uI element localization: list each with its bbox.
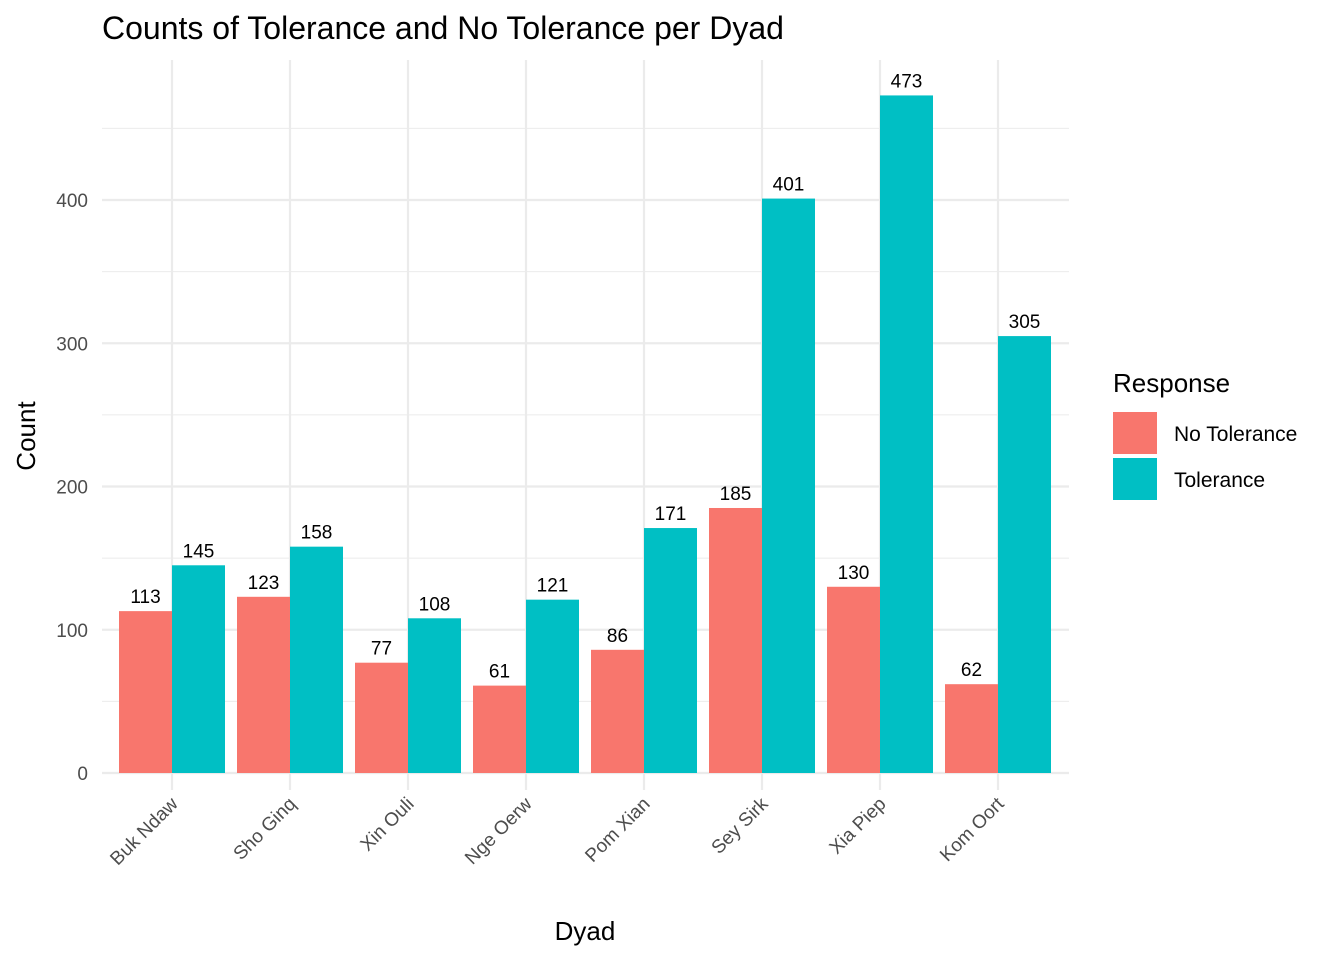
bar [355, 662, 408, 773]
y-tick-label: 200 [56, 478, 88, 499]
bar [827, 586, 880, 773]
data-label: 401 [773, 175, 805, 196]
bar [644, 528, 697, 773]
x-axis-title: Dyad [555, 916, 616, 946]
bar [237, 596, 290, 773]
y-tick-label: 0 [77, 764, 88, 785]
data-label: 123 [248, 573, 280, 594]
data-label: 145 [183, 541, 215, 562]
data-label: 130 [838, 563, 870, 584]
data-label: 473 [891, 71, 923, 92]
x-tick-label: Kom Oort [936, 793, 1009, 866]
data-label: 305 [1009, 312, 1041, 333]
data-label: 77 [371, 639, 392, 660]
bar [408, 618, 461, 773]
bar [880, 95, 933, 774]
bar [290, 546, 343, 773]
chart-title: Counts of Tolerance and No Tolerance per… [102, 10, 784, 46]
data-label: 121 [537, 576, 569, 597]
x-tick-label: Xin Ouli [357, 794, 419, 856]
legend: Response No Tolerance Tolerance [1113, 368, 1297, 500]
data-label: 171 [655, 504, 687, 525]
x-tick-label: Pom Xian [581, 794, 654, 867]
bar [172, 565, 225, 773]
legend-label: No Tolerance [1174, 423, 1297, 446]
x-tick-label: Sey Sirk [708, 793, 773, 858]
bars [119, 95, 1051, 774]
y-axis-title: Count [11, 401, 41, 471]
y-tick-label: 100 [56, 621, 88, 642]
legend-title: Response [1113, 368, 1230, 398]
bar [119, 611, 172, 773]
legend-key [1113, 412, 1157, 454]
data-label: 61 [489, 662, 510, 683]
y-tick-label: 300 [56, 334, 88, 355]
bar [945, 684, 998, 773]
x-axis: Buk Ndaw Sho Ginq Xin Ouli Nge Oerw Pom Xian… [106, 793, 1009, 870]
bar [762, 198, 815, 773]
y-tick-label: 400 [56, 191, 88, 212]
bar [709, 507, 762, 773]
data-label: 86 [607, 626, 628, 647]
x-tick-label: Sho Ginq [230, 794, 301, 865]
x-tick-label: Buk Ndaw [106, 793, 182, 869]
legend-label: Tolerance [1174, 469, 1265, 492]
data-label: 113 [130, 587, 160, 608]
bar [526, 599, 579, 773]
data-label: 62 [961, 660, 982, 681]
data-label: 158 [301, 523, 333, 544]
bar [591, 649, 644, 773]
legend-key [1113, 458, 1157, 500]
bar [473, 685, 526, 773]
data-label: 108 [419, 594, 451, 615]
data-labels: 113 123 77 61 86 185 130 62 145 158 108 121 171 401 47… [130, 71, 1040, 682]
bar [998, 336, 1051, 773]
x-tick-label: Nge Oerw [461, 793, 537, 869]
y-axis: 0 100 200 300 400 [56, 191, 88, 785]
data-label: 185 [720, 484, 752, 505]
x-tick-label: Xia Piep [826, 794, 891, 859]
